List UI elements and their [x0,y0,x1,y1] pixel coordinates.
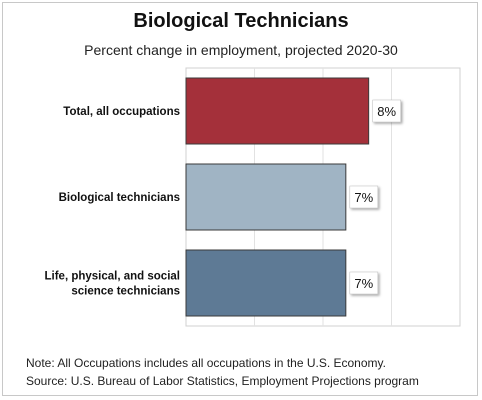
chart-title: Biological Technicians [133,10,349,32]
value-labels: 8% 7% 7% [349,99,401,295]
value-label-box [349,271,379,295]
chart-source: Source: U.S. Bureau of Labor Statistics,… [26,374,419,388]
bars [185,77,370,317]
value-label-box [372,99,401,123]
category-labels: Total, all occupations Biological technic… [45,106,181,298]
value-label: 7% [354,190,373,205]
bar [185,249,347,317]
value-label: 7% [354,276,373,291]
value-label: 8% [377,104,396,119]
value-label-box [349,185,379,209]
category-label: Life, physical, and social science techni… [45,271,181,298]
bar [185,77,370,145]
bar [185,163,347,231]
category-label: Biological technicians [59,192,180,204]
chart-subtitle: Percent change in employment, projected … [84,42,398,58]
category-label: Total, all occupations [63,106,180,118]
chart-note: Note: All Occupations includes all occup… [26,356,386,370]
